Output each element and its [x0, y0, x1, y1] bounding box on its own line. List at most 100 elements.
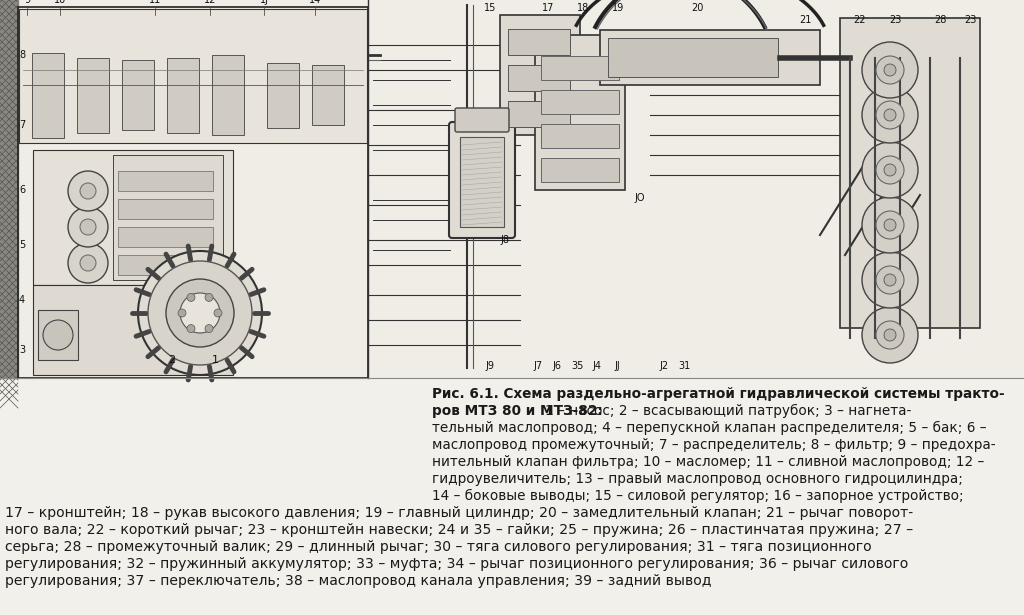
FancyBboxPatch shape	[33, 150, 233, 285]
Text: 1: 1	[212, 355, 218, 365]
FancyBboxPatch shape	[118, 227, 213, 247]
Circle shape	[884, 109, 896, 121]
Text: нительный клапан фильтра; 10 – масломер; 11 – сливной маслопровод; 12 –: нительный клапан фильтра; 10 – масломер;…	[432, 455, 984, 469]
Circle shape	[884, 219, 896, 231]
Text: 14: 14	[309, 0, 322, 5]
Circle shape	[862, 197, 918, 253]
FancyBboxPatch shape	[500, 15, 580, 135]
Text: серьга; 28 – промежуточный валик; 29 – длинный рычаг; 30 – тяга силового регулир: серьга; 28 – промежуточный валик; 29 – д…	[5, 540, 871, 554]
Circle shape	[68, 171, 108, 211]
Text: 19: 19	[612, 3, 624, 13]
Circle shape	[43, 320, 73, 350]
Text: 17: 17	[542, 3, 554, 13]
FancyBboxPatch shape	[212, 55, 244, 135]
Circle shape	[187, 325, 195, 333]
Circle shape	[876, 321, 904, 349]
Circle shape	[884, 329, 896, 341]
Circle shape	[205, 325, 213, 333]
Circle shape	[862, 142, 918, 198]
Text: 28: 28	[934, 15, 946, 25]
FancyBboxPatch shape	[541, 56, 618, 80]
Text: 35: 35	[570, 361, 584, 371]
FancyBboxPatch shape	[312, 65, 344, 125]
Text: 9: 9	[24, 0, 30, 5]
Circle shape	[80, 255, 96, 271]
Circle shape	[876, 266, 904, 294]
FancyBboxPatch shape	[508, 65, 570, 91]
Circle shape	[180, 293, 220, 333]
Text: 18: 18	[577, 3, 589, 13]
Text: 21: 21	[799, 15, 811, 25]
Circle shape	[205, 293, 213, 301]
Text: регулирования; 37 – переключатель; 38 – маслопровод канала управления; 39 – задн: регулирования; 37 – переключатель; 38 – …	[5, 574, 712, 588]
Circle shape	[876, 56, 904, 84]
Text: J8: J8	[501, 235, 510, 245]
Text: 4: 4	[18, 295, 25, 305]
Text: 5: 5	[18, 240, 26, 250]
FancyBboxPatch shape	[19, 9, 367, 143]
Text: маслопровод промежуточный; 7 – распределитель; 8 – фильтр; 9 – предохра-: маслопровод промежуточный; 7 – распредел…	[432, 438, 995, 452]
Text: J4: J4	[593, 361, 601, 371]
Text: J7: J7	[534, 361, 543, 371]
Circle shape	[862, 252, 918, 308]
Text: 20: 20	[691, 3, 703, 13]
Circle shape	[876, 101, 904, 129]
Text: 1J: 1J	[259, 0, 268, 5]
Text: 12: 12	[204, 0, 216, 5]
Circle shape	[884, 274, 896, 286]
Text: 17 – кронштейн; 18 – рукав высокого давления; 19 – главный цилиндр; 20 – замедли: 17 – кронштейн; 18 – рукав высокого давл…	[5, 506, 913, 520]
FancyBboxPatch shape	[541, 158, 618, 182]
Text: ров МТЗ 80 и МТЗ-82:: ров МТЗ 80 и МТЗ-82:	[432, 404, 607, 418]
Text: 31: 31	[678, 361, 690, 371]
Text: регулирования; 32 – пружинный аккумулятор; 33 – муфта; 34 – рычаг позиционного р: регулирования; 32 – пружинный аккумулято…	[5, 557, 908, 571]
Circle shape	[876, 156, 904, 184]
Circle shape	[862, 87, 918, 143]
Circle shape	[80, 219, 96, 235]
Text: 2: 2	[168, 355, 175, 365]
Text: 7: 7	[18, 120, 26, 130]
FancyBboxPatch shape	[541, 90, 618, 114]
FancyBboxPatch shape	[118, 199, 213, 219]
Text: JO: JO	[635, 193, 645, 203]
Circle shape	[884, 164, 896, 176]
FancyBboxPatch shape	[167, 58, 199, 133]
FancyBboxPatch shape	[33, 285, 233, 375]
FancyBboxPatch shape	[38, 310, 78, 360]
Circle shape	[187, 293, 195, 301]
FancyBboxPatch shape	[535, 35, 625, 190]
FancyBboxPatch shape	[32, 53, 63, 138]
Text: 11: 11	[148, 0, 161, 5]
FancyBboxPatch shape	[455, 108, 509, 132]
Text: JJ: JJ	[614, 361, 620, 371]
Text: 6: 6	[18, 185, 25, 195]
FancyBboxPatch shape	[118, 255, 213, 275]
FancyBboxPatch shape	[267, 63, 299, 128]
Text: 15: 15	[483, 3, 497, 13]
FancyBboxPatch shape	[600, 30, 820, 85]
Circle shape	[178, 309, 186, 317]
Circle shape	[148, 261, 252, 365]
FancyBboxPatch shape	[460, 137, 504, 227]
FancyBboxPatch shape	[77, 58, 109, 133]
Circle shape	[862, 307, 918, 363]
Circle shape	[80, 183, 96, 199]
Text: 22: 22	[854, 15, 866, 25]
FancyBboxPatch shape	[122, 60, 154, 130]
Circle shape	[214, 309, 222, 317]
Circle shape	[138, 251, 262, 375]
Text: 10: 10	[54, 0, 67, 5]
Text: тельный маслопровод; 4 – перепускной клапан распределителя; 5 – бак; 6 –: тельный маслопровод; 4 – перепускной кла…	[432, 421, 986, 435]
Circle shape	[68, 243, 108, 283]
Text: J2: J2	[659, 361, 669, 371]
Circle shape	[862, 42, 918, 98]
Text: 23: 23	[964, 15, 976, 25]
Text: Рис. 6.1. Схема раздельно-агрегатной гидравлической системы тракто-: Рис. 6.1. Схема раздельно-агрегатной гид…	[432, 387, 1005, 401]
Text: J6: J6	[553, 361, 561, 371]
Text: J9: J9	[485, 361, 495, 371]
FancyBboxPatch shape	[608, 38, 778, 77]
Text: 1 – насос; 2 – всасывающий патрубок; 3 – нагнета-: 1 – насос; 2 – всасывающий патрубок; 3 –…	[545, 404, 911, 418]
Text: 8: 8	[18, 50, 25, 60]
FancyBboxPatch shape	[449, 122, 515, 238]
FancyBboxPatch shape	[508, 29, 570, 55]
FancyBboxPatch shape	[113, 155, 223, 280]
